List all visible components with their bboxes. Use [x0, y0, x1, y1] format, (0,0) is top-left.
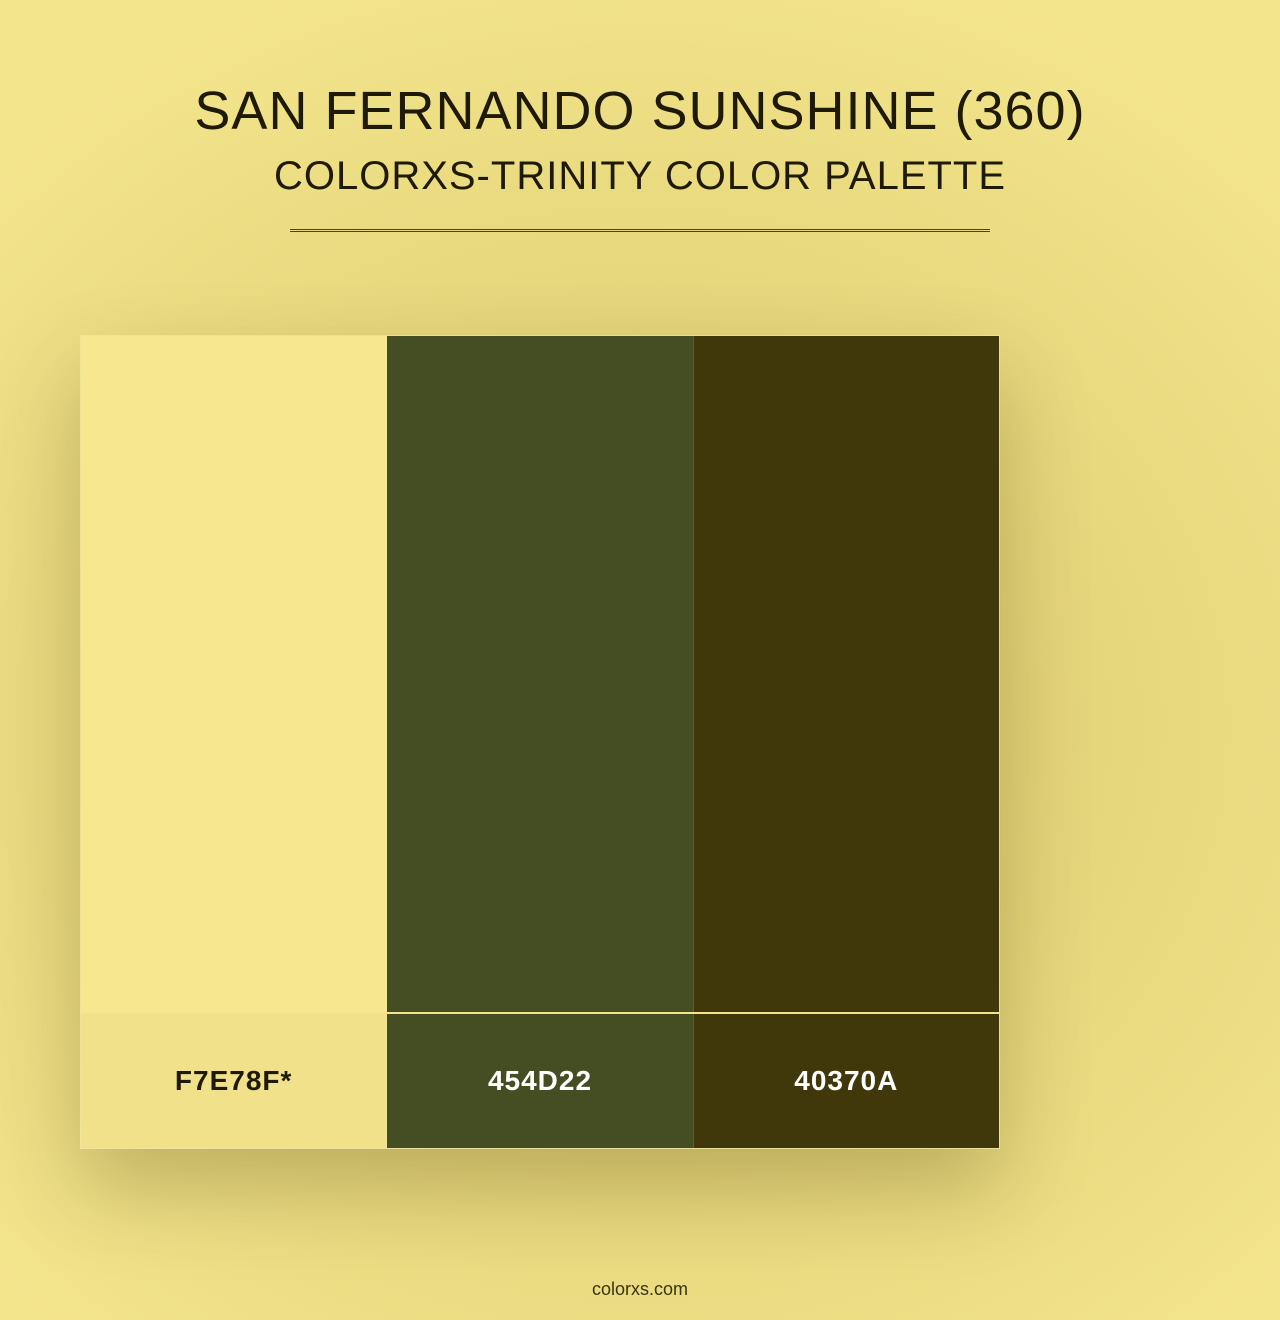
title-divider — [290, 229, 990, 232]
footer-credit: colorxs.com — [0, 1279, 1280, 1300]
swatch-label-3: 40370A — [694, 1014, 999, 1148]
label-row: F7E78F* 454D22 40370A — [81, 1012, 999, 1148]
palette-title: SAN FERNANDO SUNSHINE (360) — [0, 80, 1280, 142]
hex-label: F7E78F* — [175, 1065, 293, 1097]
swatch-2 — [387, 336, 693, 1012]
header: SAN FERNANDO SUNSHINE (360) COLORXS-TRIN… — [0, 0, 1280, 232]
palette-card: F7E78F* 454D22 40370A — [80, 335, 1000, 1149]
hex-label: 454D22 — [488, 1065, 592, 1097]
swatch-row — [81, 336, 999, 1012]
swatch-label-2: 454D22 — [387, 1014, 693, 1148]
palette-subtitle: COLORXS-TRINITY COLOR PALETTE — [0, 154, 1280, 199]
swatch-label-1: F7E78F* — [81, 1014, 387, 1148]
hex-label: 40370A — [794, 1065, 898, 1097]
swatch-3 — [694, 336, 999, 1012]
swatch-1 — [81, 336, 387, 1012]
